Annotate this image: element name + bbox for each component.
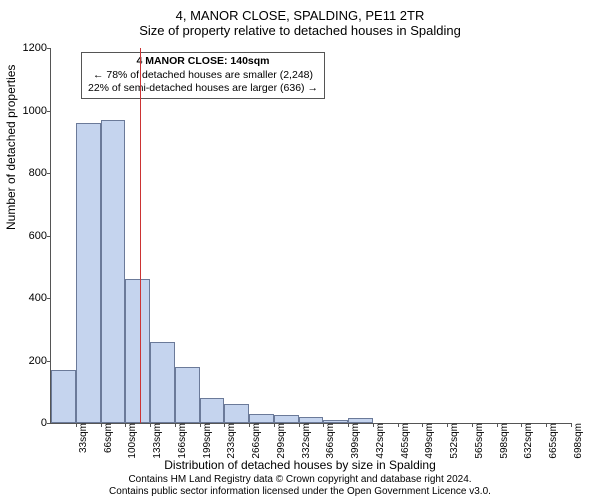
annotation-box: 4 MANOR CLOSE: 140sqm ← 78% of detached …: [81, 52, 325, 99]
x-tick-mark: [299, 423, 300, 427]
x-tick-mark: [200, 423, 201, 427]
y-axis-label: Number of detached properties: [4, 65, 18, 230]
histogram-bar: [175, 367, 200, 423]
x-tick-label: 698sqm: [571, 423, 584, 459]
chart-title-main: 4, MANOR CLOSE, SPALDING, PE11 2TR: [0, 0, 600, 23]
x-tick-mark: [422, 423, 423, 427]
footer-attribution: Contains HM Land Registry data © Crown c…: [0, 474, 600, 498]
x-tick-mark: [224, 423, 225, 427]
x-tick-label: 432sqm: [373, 423, 386, 459]
x-tick-label: 632sqm: [521, 423, 534, 459]
x-tick-label: 366sqm: [323, 423, 336, 459]
y-tick-mark: [47, 298, 51, 299]
x-tick-mark: [472, 423, 473, 427]
footer-line-2: Contains public sector information licen…: [0, 486, 600, 498]
x-tick-mark: [373, 423, 374, 427]
x-tick-mark: [571, 423, 572, 427]
x-tick-label: 665sqm: [546, 423, 559, 459]
x-tick-label: 499sqm: [422, 423, 435, 459]
histogram-bar: [224, 404, 249, 423]
histogram-bar: [299, 417, 324, 423]
chart-title-sub: Size of property relative to detached ho…: [0, 23, 600, 42]
x-tick-label: 465sqm: [398, 423, 411, 459]
x-tick-label: 66sqm: [101, 423, 114, 453]
x-tick-mark: [101, 423, 102, 427]
x-tick-mark: [546, 423, 547, 427]
x-tick-label: 332sqm: [299, 423, 312, 459]
x-tick-label: 199sqm: [200, 423, 213, 459]
histogram-bar: [348, 418, 373, 423]
annotation-line-2: ← 78% of detached houses are smaller (2,…: [88, 69, 318, 83]
x-tick-mark: [150, 423, 151, 427]
x-tick-mark: [249, 423, 250, 427]
x-tick-mark: [125, 423, 126, 427]
histogram-bar: [76, 123, 101, 423]
x-tick-mark: [323, 423, 324, 427]
y-tick-mark: [47, 423, 51, 424]
histogram-bar: [101, 120, 126, 423]
histogram-bar: [323, 420, 348, 423]
marker-line: [140, 48, 141, 423]
y-tick-mark: [47, 111, 51, 112]
x-tick-label: 399sqm: [348, 423, 361, 459]
plot-area: 4 MANOR CLOSE: 140sqm ← 78% of detached …: [50, 48, 571, 424]
histogram-bar: [51, 370, 76, 423]
histogram-bar: [274, 415, 299, 423]
x-tick-label: 598sqm: [497, 423, 510, 459]
x-tick-label: 532sqm: [447, 423, 460, 459]
x-tick-label: 33sqm: [76, 423, 89, 453]
x-tick-mark: [497, 423, 498, 427]
x-tick-mark: [398, 423, 399, 427]
histogram-bar: [125, 279, 150, 423]
y-tick-mark: [47, 173, 51, 174]
x-tick-mark: [274, 423, 275, 427]
footer-line-1: Contains HM Land Registry data © Crown c…: [0, 474, 600, 486]
x-tick-mark: [175, 423, 176, 427]
x-tick-label: 565sqm: [472, 423, 485, 459]
x-tick-label: 166sqm: [175, 423, 188, 459]
histogram-bar: [150, 342, 175, 423]
x-tick-label: 266sqm: [249, 423, 262, 459]
x-tick-label: 100sqm: [125, 423, 138, 459]
chart-container: 4, MANOR CLOSE, SPALDING, PE11 2TR Size …: [0, 0, 600, 500]
annotation-title: 4 MANOR CLOSE: 140sqm: [88, 55, 318, 69]
x-tick-label: 133sqm: [150, 423, 163, 459]
x-axis-label: Distribution of detached houses by size …: [0, 458, 600, 472]
x-tick-mark: [76, 423, 77, 427]
x-tick-label: 299sqm: [274, 423, 287, 459]
y-tick-mark: [47, 48, 51, 49]
y-tick-mark: [47, 361, 51, 362]
annotation-line-3: 22% of semi-detached houses are larger (…: [88, 82, 318, 96]
histogram-bar: [249, 414, 274, 423]
x-tick-mark: [348, 423, 349, 427]
x-tick-mark: [447, 423, 448, 427]
x-tick-mark: [521, 423, 522, 427]
histogram-bar: [200, 398, 225, 423]
y-tick-mark: [47, 236, 51, 237]
x-tick-label: 233sqm: [224, 423, 237, 459]
